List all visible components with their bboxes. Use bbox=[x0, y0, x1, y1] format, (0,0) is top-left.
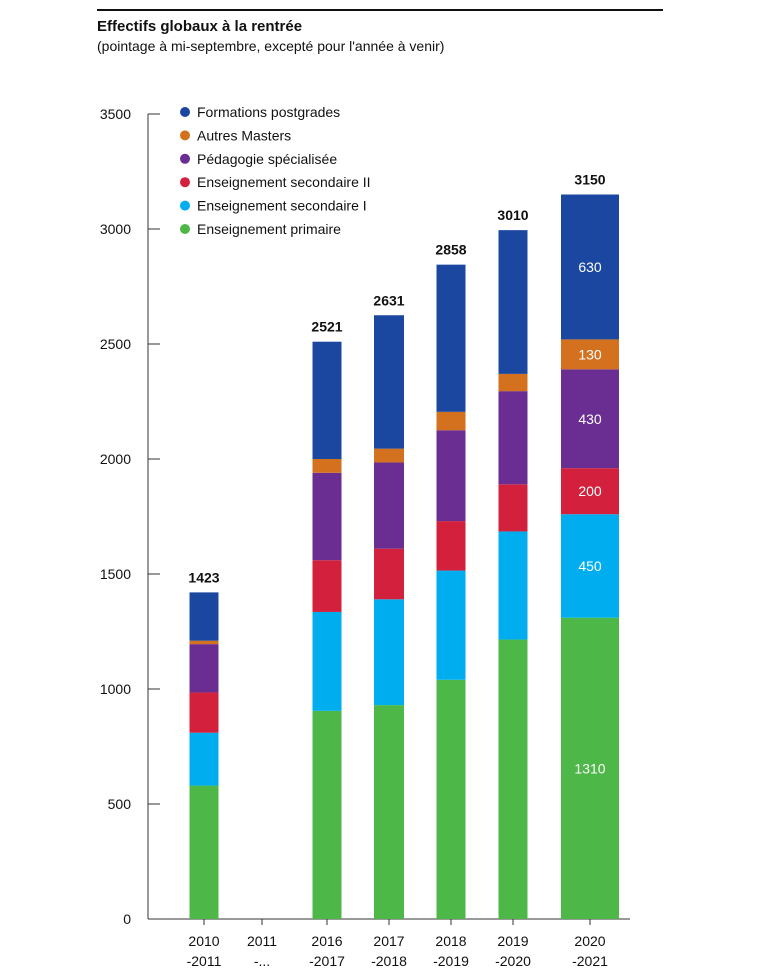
x-tick-label: -2011 bbox=[187, 953, 222, 969]
x-tick-label: 2019 bbox=[497, 933, 528, 949]
bar-segment bbox=[374, 705, 404, 919]
legend-label: Enseignement secondaire I bbox=[197, 198, 367, 214]
bar-segment bbox=[374, 548, 404, 600]
segment-value-label: 130 bbox=[578, 346, 602, 362]
bar-segment bbox=[189, 732, 219, 786]
legend-label: Formations postgrades bbox=[197, 104, 340, 120]
x-tick-label: -2021 bbox=[572, 953, 608, 969]
bar-segment bbox=[561, 514, 619, 618]
bar-segment bbox=[561, 468, 619, 515]
legend-marker bbox=[180, 177, 190, 188]
bar-segment bbox=[374, 462, 404, 549]
bar-segment bbox=[498, 230, 528, 374]
bar-segment bbox=[374, 448, 404, 463]
legend-label: Autres Masters bbox=[197, 127, 291, 143]
x-tick-label: 2011 bbox=[247, 933, 277, 949]
legend-label: Enseignement secondaire II bbox=[197, 174, 371, 190]
legend-marker bbox=[180, 107, 190, 117]
x-tick-label: -... bbox=[254, 953, 270, 969]
legend-marker bbox=[180, 130, 190, 141]
bar-segment bbox=[498, 484, 528, 532]
bar-segment bbox=[312, 472, 342, 561]
segment-value-label: 430 bbox=[578, 411, 602, 427]
x-tick-label: -2018 bbox=[371, 953, 407, 969]
bar-segment bbox=[189, 644, 219, 693]
segment-value-label: 630 bbox=[578, 259, 602, 275]
bar-total-label: 2631 bbox=[373, 292, 404, 308]
legend-label: Pédagogie spécialisée bbox=[197, 151, 337, 167]
y-tick-label: 1500 bbox=[100, 566, 131, 582]
x-tick-label: 2016 bbox=[311, 933, 342, 949]
y-tick-label: 2000 bbox=[100, 451, 131, 467]
x-tick-label: 2017 bbox=[373, 933, 404, 949]
y-tick-label: 3500 bbox=[100, 106, 131, 122]
bar-total-label: 2521 bbox=[311, 319, 342, 335]
x-tick-label: 2010 bbox=[188, 933, 219, 949]
y-tick-label: 1000 bbox=[100, 681, 131, 697]
legend-marker bbox=[180, 153, 190, 164]
bar-segment bbox=[436, 264, 466, 412]
chart-subtitle: (pointage à mi-septembre, excepté pour l… bbox=[97, 38, 445, 54]
bar-segment bbox=[189, 592, 219, 641]
bar-total-label: 3150 bbox=[574, 172, 605, 188]
top-rule bbox=[97, 9, 663, 11]
chart-title: Effectifs globaux à la rentrée bbox=[97, 18, 303, 35]
segment-value-label: 200 bbox=[578, 483, 602, 499]
bar-segment bbox=[374, 599, 404, 706]
bar-segment bbox=[189, 785, 219, 919]
bar-segment bbox=[189, 692, 219, 733]
x-tick-label: -2017 bbox=[309, 953, 345, 969]
bar-total-label: 1423 bbox=[188, 569, 219, 585]
x-tick-label: 2020 bbox=[574, 933, 605, 949]
legend-marker bbox=[180, 224, 190, 234]
x-tick-label: -2020 bbox=[495, 953, 531, 969]
y-tick-label: 2500 bbox=[100, 336, 131, 352]
segment-value-label: 450 bbox=[578, 558, 602, 574]
bar-segment bbox=[436, 570, 466, 680]
x-tick-label: 2018 bbox=[435, 933, 466, 949]
y-tick-label: 0 bbox=[123, 911, 131, 927]
bar-segment bbox=[374, 315, 404, 449]
bar-segment bbox=[436, 430, 466, 522]
bar-segment bbox=[312, 560, 342, 612]
bar-total-label: 2858 bbox=[435, 242, 466, 258]
y-tick-label: 3000 bbox=[100, 221, 131, 237]
bar-segment bbox=[498, 373, 528, 392]
bar-segment bbox=[312, 341, 342, 459]
bar-segment bbox=[189, 640, 219, 645]
bar-segment bbox=[436, 679, 466, 919]
bar-total-label: 3010 bbox=[497, 207, 528, 223]
bar-segment bbox=[498, 531, 528, 640]
bar-segment bbox=[312, 710, 342, 919]
y-tick-label: 500 bbox=[108, 796, 132, 812]
segment-value-label: 1310 bbox=[574, 760, 605, 776]
legend-marker bbox=[180, 200, 190, 211]
bar-segment bbox=[312, 611, 342, 711]
bar-segment bbox=[312, 459, 342, 473]
x-tick-label: -2019 bbox=[433, 953, 469, 969]
legend-label: Enseignement primaire bbox=[197, 221, 341, 237]
bar-segment bbox=[436, 411, 466, 431]
bar-segment bbox=[561, 194, 619, 340]
bar-segment bbox=[498, 639, 528, 919]
bar-segment bbox=[561, 339, 619, 370]
bar-segment bbox=[436, 521, 466, 571]
bar-segment bbox=[561, 617, 619, 919]
bar-segment bbox=[498, 391, 528, 485]
bar-segment bbox=[561, 369, 619, 469]
